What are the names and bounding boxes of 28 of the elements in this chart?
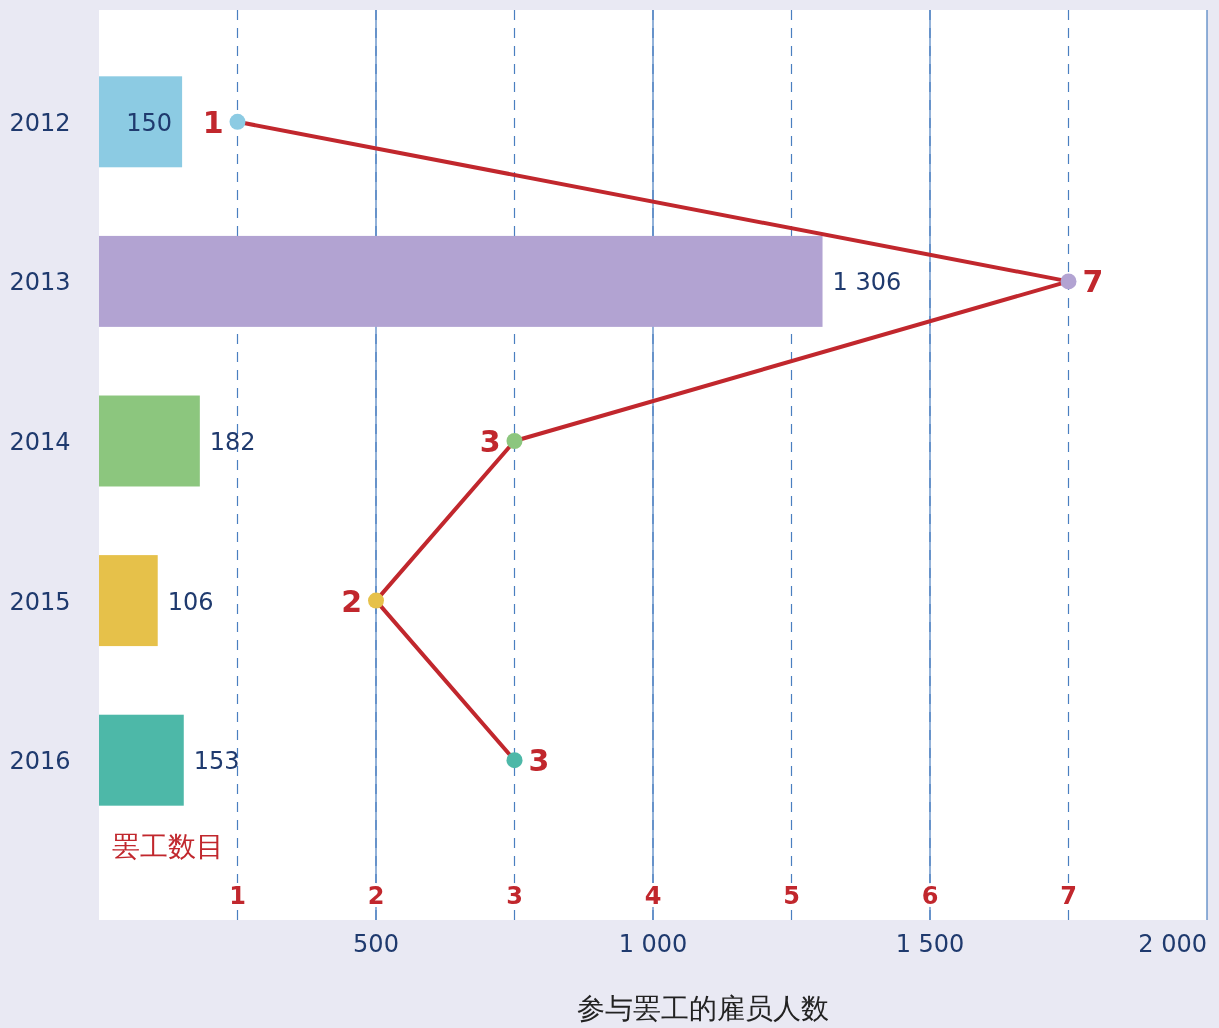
x2-tick-label: 7 xyxy=(1060,882,1077,910)
x-axis-title: 参与罢工的雇员人数 xyxy=(577,992,829,1025)
x2-axis-title: 罢工数目 xyxy=(112,830,224,863)
data-label: 182 xyxy=(209,428,256,456)
data-label: 150 xyxy=(126,108,173,137)
y-tick-label: 2016 xyxy=(9,747,71,776)
x-tick-label: 1 000 xyxy=(618,930,688,958)
x-tick-label: 1 500 xyxy=(895,930,965,958)
x2-tick-label: 3 xyxy=(506,882,523,910)
y-tick-label: 2015 xyxy=(9,587,71,616)
data-label: 3 xyxy=(479,424,501,459)
y-tick-label: 2012 xyxy=(9,108,71,137)
data-label: 7 xyxy=(1082,264,1104,300)
x2-tick-label: 1 xyxy=(229,882,246,910)
x-tick-label: 2 000 xyxy=(1138,930,1207,958)
x-tick-label: 500 xyxy=(353,930,399,958)
data-label: 1 306 xyxy=(832,268,902,297)
data-label: 153 xyxy=(193,747,240,776)
x2-tick-label: 6 xyxy=(921,882,939,910)
y-tick-label: 2014 xyxy=(9,428,71,456)
data-label: 2 xyxy=(341,583,362,619)
data-label: 106 xyxy=(167,587,214,616)
x2-tick-label: 2 xyxy=(367,882,385,910)
x2-tick-label: 4 xyxy=(644,882,662,910)
data-label: 3 xyxy=(528,743,550,779)
x2-tick-label: 5 xyxy=(783,882,800,910)
data-label: 1 xyxy=(202,104,224,140)
y-tick-label: 2013 xyxy=(9,268,71,297)
